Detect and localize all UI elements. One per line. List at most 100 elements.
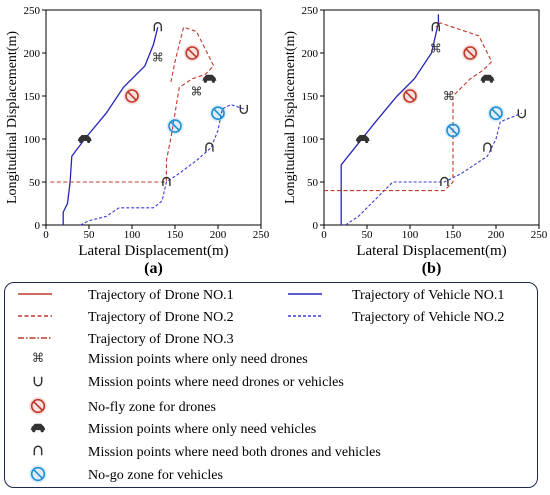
x-tick-label: 200 — [210, 229, 227, 241]
car-wheel-icon — [79, 139, 83, 144]
car-icon — [77, 135, 92, 141]
y-tick-label: 0 — [35, 220, 41, 232]
no-go-icon — [489, 106, 503, 120]
y-tick-label: 200 — [24, 48, 41, 60]
x-tick-label: 50 — [362, 229, 374, 241]
marker-no-go-zone — [166, 117, 184, 135]
y-tick-label: 100 — [302, 134, 319, 146]
no-fly-icon — [125, 89, 139, 103]
marker-both-point — [431, 22, 440, 32]
x-tick-label: 250 — [531, 229, 548, 241]
cup-icon — [517, 109, 526, 119]
drone-icon: ⌘ — [152, 50, 164, 64]
marker-drone-only-point: ⌘ — [443, 89, 455, 103]
y-tick-label: 150 — [24, 91, 41, 103]
x-tick-label: 100 — [402, 229, 419, 241]
legend-box — [4, 282, 538, 488]
marker-no-fly-zone — [401, 87, 419, 105]
marker-vehicle-only-point — [355, 135, 370, 144]
series-line-vehicle2 — [80, 104, 244, 226]
car-wheel-icon — [87, 139, 91, 144]
marker-drone-only-point: ⌘ — [191, 85, 203, 99]
no-go-icon — [446, 123, 460, 138]
car-wheel-icon — [489, 79, 493, 83]
marker-both-point — [440, 176, 449, 186]
y-axis-label: Longitudinal Displacement(m) — [5, 31, 20, 204]
panel-b-chart: 00 50 50 100 100 150 150 200 200 250 250 Lateral Di… — [283, 5, 548, 277]
y-tick-label: 50 — [29, 177, 41, 189]
x-tick-label: 200 — [488, 229, 505, 241]
x-axis-label: Lateral Displacement(m) — [356, 243, 506, 259]
y-tick-label: 250 — [24, 5, 41, 17]
drone-icon: ⌘ — [443, 89, 455, 103]
car-icon — [355, 135, 370, 141]
marker-no-fly-zone — [461, 44, 479, 62]
marker-no-go-zone — [487, 104, 505, 122]
x-tick-label: 250 — [253, 229, 270, 241]
x-tick-label: 0 — [43, 229, 49, 241]
drone-icon: ⌘ — [191, 85, 203, 99]
cap-icon — [162, 176, 171, 186]
car-wheel-icon — [481, 79, 485, 83]
x-tick-label: 100 — [124, 229, 141, 241]
car-wheel-icon — [211, 79, 215, 83]
cap-icon — [483, 142, 492, 152]
no-go-icon-bar — [448, 125, 458, 136]
marker-both-point — [162, 176, 171, 186]
no-fly-icon-bar — [127, 91, 137, 101]
no-go-icon-bar — [213, 108, 223, 119]
x-tick-label: 50 — [84, 229, 96, 241]
plot-frame — [323, 9, 540, 226]
no-fly-icon — [185, 46, 199, 60]
marker-drone-only-point: ⌘ — [430, 42, 442, 56]
car-wheel-icon — [203, 79, 207, 83]
marker-vehicle-only-point — [480, 74, 495, 83]
marker-vehicle-only-point — [202, 74, 217, 83]
x-tick-label: 150 — [445, 229, 462, 241]
cap-icon — [205, 142, 214, 152]
no-fly-icon — [463, 46, 478, 60]
marker-both-point — [483, 142, 492, 152]
y-tick-label: 0 — [313, 220, 319, 232]
y-tick-label: 250 — [302, 5, 319, 17]
cap-icon — [431, 22, 440, 32]
no-fly-icon-bar — [405, 91, 415, 101]
car-icon — [480, 74, 495, 81]
marker-no-go-zone — [444, 121, 462, 139]
series-line-vehicle1 — [62, 27, 159, 225]
no-go-icon-bar — [170, 121, 180, 131]
marker-drone-or-vehicle-point — [239, 104, 248, 115]
car-icon — [202, 74, 217, 81]
marker-no-fly-zone — [123, 87, 141, 105]
drone-icon: ⌘ — [430, 42, 442, 56]
marker-drone-or-vehicle-point — [517, 109, 526, 119]
marker-no-go-zone — [209, 104, 227, 122]
cap-icon — [440, 176, 449, 186]
y-axis-label: Longitudinal Displacement(m) — [283, 31, 298, 204]
marker-vehicle-only-point — [77, 135, 92, 144]
panel-a-chart: 00 50 50 100 100 150 150 200 200 250 250 Lateral Di… — [5, 5, 270, 277]
y-tick-label: 150 — [302, 91, 319, 103]
x-tick-label: 150 — [167, 229, 184, 241]
no-fly-icon — [403, 89, 417, 103]
no-go-icon — [211, 106, 225, 120]
no-go-icon — [168, 119, 182, 133]
panel-label: (a) — [144, 260, 163, 277]
marker-no-fly-zone — [183, 44, 201, 62]
x-axis-label: Lateral Displacement(m) — [78, 243, 228, 259]
y-tick-label: 100 — [24, 134, 41, 146]
no-go-icon-bar — [491, 108, 501, 119]
series-line-drone2 — [50, 26, 215, 183]
panel-label: (b) — [422, 260, 442, 277]
y-tick-label: 50 — [307, 177, 319, 189]
plot-frame — [45, 9, 262, 226]
x-tick-label: 0 — [321, 229, 327, 241]
marker-both-point — [153, 22, 162, 32]
y-tick-label: 200 — [302, 48, 319, 60]
car-wheel-icon — [365, 139, 369, 144]
cup-icon — [239, 104, 248, 115]
series-line-vehicle2 — [345, 112, 523, 226]
cap-icon — [153, 22, 162, 32]
no-fly-icon-bar — [187, 48, 198, 58]
